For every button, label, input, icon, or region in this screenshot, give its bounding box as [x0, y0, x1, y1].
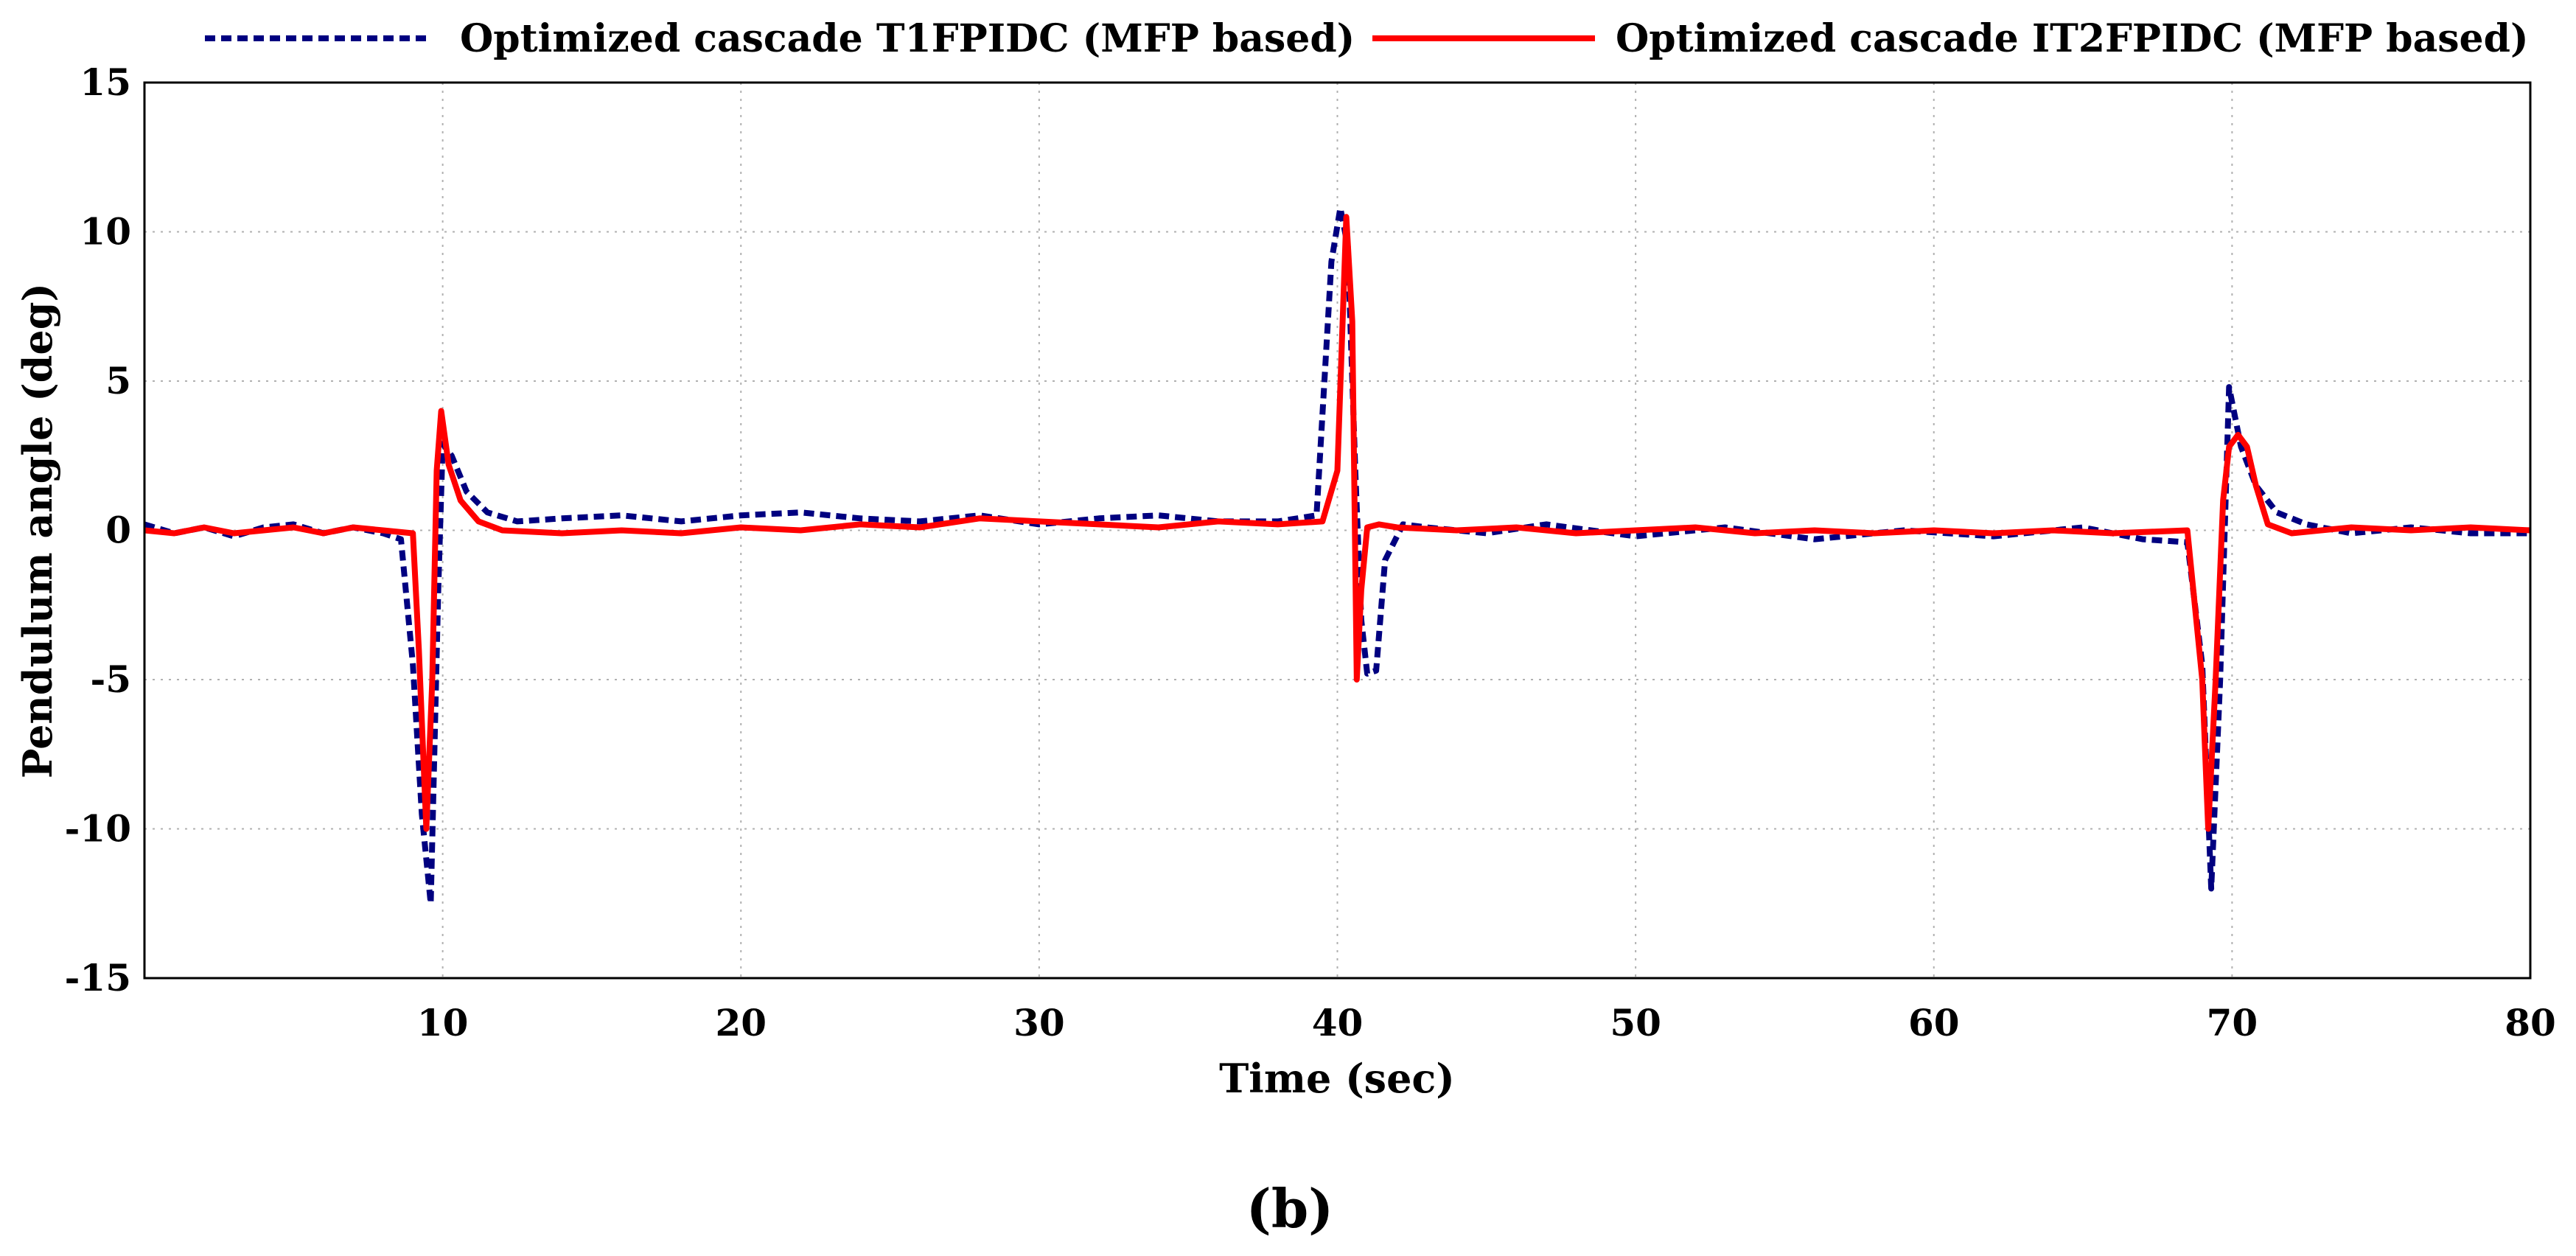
series-line-0 [143, 205, 2530, 907]
y-tick-label: 10 [80, 210, 131, 254]
x-tick-labels: 10 20 30 40 50 60 70 80 [417, 1001, 2556, 1044]
series-line-1 [144, 214, 2531, 832]
legend-label-it2fpidc: Optimized cascade IT2FPIDC (MFP based) [1616, 16, 2529, 61]
x-tick-label: 40 [1312, 1001, 1364, 1044]
legend: Optimized cascade T1FPIDC (MFP based) Op… [205, 16, 2529, 61]
x-tick-label: 80 [2505, 1001, 2556, 1044]
x-tick-label: 30 [1013, 1001, 1065, 1044]
x-tick-label: 50 [1610, 1001, 1661, 1044]
y-axis-title: Pendulum angle (deg) [14, 283, 61, 778]
y-tick-label: 15 [80, 60, 131, 104]
x-tick-label: 60 [1908, 1001, 1960, 1044]
x-tick-label: 10 [417, 1001, 469, 1044]
legend-label-t1fpidc: Optimized cascade T1FPIDC (MFP based) [460, 16, 1355, 61]
x-tick-label: 20 [715, 1001, 767, 1044]
y-tick-label: 0 [105, 509, 131, 552]
y-tick-label: -10 [65, 807, 131, 851]
y-tick-label: -5 [90, 657, 131, 701]
x-axis-title: Time (sec) [1219, 1055, 1455, 1102]
x-tick-label: 70 [2207, 1001, 2258, 1044]
grid [144, 83, 2530, 978]
y-tick-labels: -15 -10 -5 0 5 10 15 [65, 60, 131, 999]
panel-label: (b) [1246, 1177, 1333, 1240]
plot-frame [143, 81, 2532, 980]
y-tick-label: 5 [105, 359, 131, 402]
series-layer [143, 205, 2531, 907]
y-tick-label: -15 [65, 956, 131, 999]
